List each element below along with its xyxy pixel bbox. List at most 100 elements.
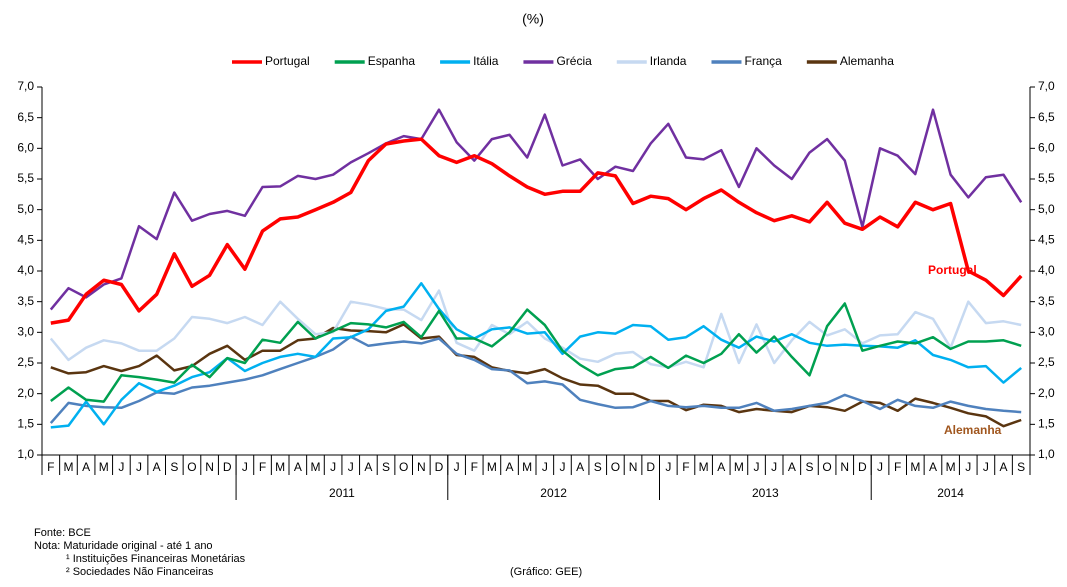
x-tick-label: A xyxy=(82,460,90,474)
x-tick-label: N xyxy=(629,460,638,474)
legend-label: Alemanha xyxy=(840,54,894,68)
x-tick-label: M xyxy=(487,460,497,474)
x-tick-label: S xyxy=(170,460,178,474)
y-tick-label: 3,0 xyxy=(17,325,34,339)
x-tick-label: J xyxy=(542,460,548,474)
x-tick-label: D xyxy=(858,460,867,474)
year-label: 2014 xyxy=(937,486,964,500)
x-tick-label: F xyxy=(894,460,901,474)
x-tick-label: M xyxy=(522,460,532,474)
x-tick-label: A xyxy=(364,460,372,474)
x-tick-label: A xyxy=(576,460,584,474)
y-tick-label-right: 5,5 xyxy=(1038,171,1055,185)
note: ¹ Instituições Financeiras Monetárias xyxy=(66,553,246,565)
y-tick-label-right: 4,0 xyxy=(1038,263,1055,277)
x-tick-label: N xyxy=(205,460,214,474)
x-tick-label: A xyxy=(294,460,302,474)
x-tick-label: O xyxy=(187,460,196,474)
y-tick-label: 7,0 xyxy=(17,79,34,93)
x-tick-label: J xyxy=(665,460,671,474)
y-tick-label-right: 6,5 xyxy=(1038,110,1055,124)
x-tick-label: S xyxy=(1017,460,1025,474)
x-tick-label: M xyxy=(946,460,956,474)
x-tick-label: A xyxy=(506,460,514,474)
legend-label: Irlanda xyxy=(650,54,687,68)
note: Fonte: BCE xyxy=(34,527,91,539)
x-tick-label: M xyxy=(699,460,709,474)
legend-label: França xyxy=(744,54,782,68)
chart-title: (%) xyxy=(522,11,544,27)
y-tick-label: 1,5 xyxy=(17,417,34,431)
x-tick-label: D xyxy=(435,460,444,474)
x-tick-label: M xyxy=(910,460,920,474)
x-tick-label: A xyxy=(1000,460,1008,474)
x-tick-label: M xyxy=(275,460,285,474)
x-tick-label: J xyxy=(330,460,336,474)
y-tick-label: 6,5 xyxy=(17,110,34,124)
y-tick-label-right: 7,0 xyxy=(1038,79,1055,93)
y-tick-label-right: 1,0 xyxy=(1038,447,1055,461)
x-tick-label: J xyxy=(983,460,989,474)
y-tick-label-right: 1,5 xyxy=(1038,417,1055,431)
x-tick-label: F xyxy=(471,460,478,474)
series-line xyxy=(49,108,1023,311)
year-label: 2011 xyxy=(329,486,355,500)
y-tick-label-right: 2,5 xyxy=(1038,355,1055,369)
x-tick-label: J xyxy=(136,460,142,474)
y-tick-label: 4,0 xyxy=(17,263,34,277)
y-tick-label-right: 2,0 xyxy=(1038,386,1055,400)
x-tick-label: J xyxy=(454,460,460,474)
x-tick-label: J xyxy=(118,460,124,474)
annotation: Portugal xyxy=(928,263,977,277)
y-tick-label-right: 3,0 xyxy=(1038,325,1055,339)
x-tick-label: F xyxy=(259,460,266,474)
y-tick-label: 6,0 xyxy=(17,141,34,155)
x-tick-label: J xyxy=(242,460,248,474)
y-tick-label-right: 3,5 xyxy=(1038,294,1055,308)
x-tick-label: O xyxy=(611,460,620,474)
x-tick-label: J xyxy=(754,460,760,474)
y-tick-label-right: 4,5 xyxy=(1038,233,1055,247)
x-tick-label: F xyxy=(47,460,54,474)
legend-label: Grécia xyxy=(556,54,592,68)
x-tick-label: O xyxy=(822,460,831,474)
x-tick-label: A xyxy=(717,460,725,474)
x-tick-label: A xyxy=(153,460,161,474)
x-tick-label: J xyxy=(771,460,777,474)
y-tick-label-right: 5,0 xyxy=(1038,202,1055,216)
series-line xyxy=(49,335,1022,424)
y-tick-label: 2,0 xyxy=(17,386,34,400)
y-tick-label: 2,5 xyxy=(17,355,34,369)
legend-label: Portugal xyxy=(265,54,310,68)
legend-label: Itália xyxy=(473,54,499,68)
x-tick-label: F xyxy=(682,460,689,474)
x-tick-label: S xyxy=(805,460,813,474)
x-tick-label: D xyxy=(646,460,655,474)
x-tick-label: D xyxy=(223,460,232,474)
y-tick-label: 5,0 xyxy=(17,202,34,216)
annotation: Alemanha xyxy=(944,423,1002,437)
x-tick-label: J xyxy=(559,460,565,474)
x-tick-label: J xyxy=(965,460,971,474)
series-line xyxy=(50,323,1022,428)
y-tick-label: 5,5 xyxy=(17,171,34,185)
series-line xyxy=(49,289,1022,369)
series-line xyxy=(50,302,1022,403)
note: Nota: Maturidade original - até 1 ano xyxy=(34,540,213,552)
x-tick-label: M xyxy=(734,460,744,474)
x-tick-label: M xyxy=(63,460,73,474)
x-tick-label: S xyxy=(382,460,390,474)
x-tick-label: N xyxy=(417,460,426,474)
x-tick-label: A xyxy=(788,460,796,474)
x-tick-label: M xyxy=(99,460,109,474)
y-tick-label: 4,5 xyxy=(17,233,34,247)
x-tick-label: N xyxy=(840,460,849,474)
x-tick-label: A xyxy=(929,460,937,474)
x-tick-label: M xyxy=(310,460,320,474)
x-tick-label: J xyxy=(348,460,354,474)
x-tick-label: S xyxy=(594,460,602,474)
y-tick-label: 1,0 xyxy=(17,447,34,461)
legend-label: Espanha xyxy=(368,54,416,68)
note: (Gráfico: GEE) xyxy=(510,566,582,578)
